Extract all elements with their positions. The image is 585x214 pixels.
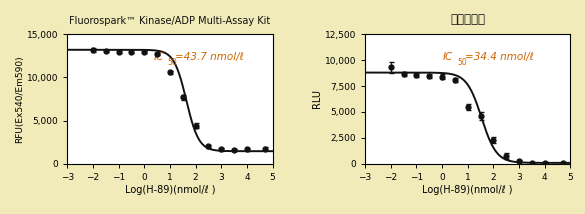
- Text: IC: IC: [153, 52, 164, 62]
- Text: 50: 50: [457, 58, 467, 67]
- Text: =34.4 nmol/ℓ: =34.4 nmol/ℓ: [464, 52, 534, 62]
- Text: 従来発光法: 従来発光法: [450, 13, 485, 26]
- Text: =43.7 nmol/ℓ: =43.7 nmol/ℓ: [175, 52, 244, 62]
- X-axis label: Log(H-89)(nmol/ℓ ): Log(H-89)(nmol/ℓ ): [422, 184, 513, 195]
- Y-axis label: RFU(Ex540/Em590): RFU(Ex540/Em590): [15, 55, 24, 143]
- X-axis label: Log(H-89)(nmol/ℓ ): Log(H-89)(nmol/ℓ ): [125, 184, 215, 195]
- Y-axis label: RLU: RLU: [312, 89, 322, 108]
- Text: 50: 50: [167, 58, 177, 67]
- Text: IC: IC: [443, 52, 453, 62]
- Text: Fluorospark™ Kinase/ADP Multi-Assay Kit: Fluorospark™ Kinase/ADP Multi-Assay Kit: [70, 16, 271, 26]
